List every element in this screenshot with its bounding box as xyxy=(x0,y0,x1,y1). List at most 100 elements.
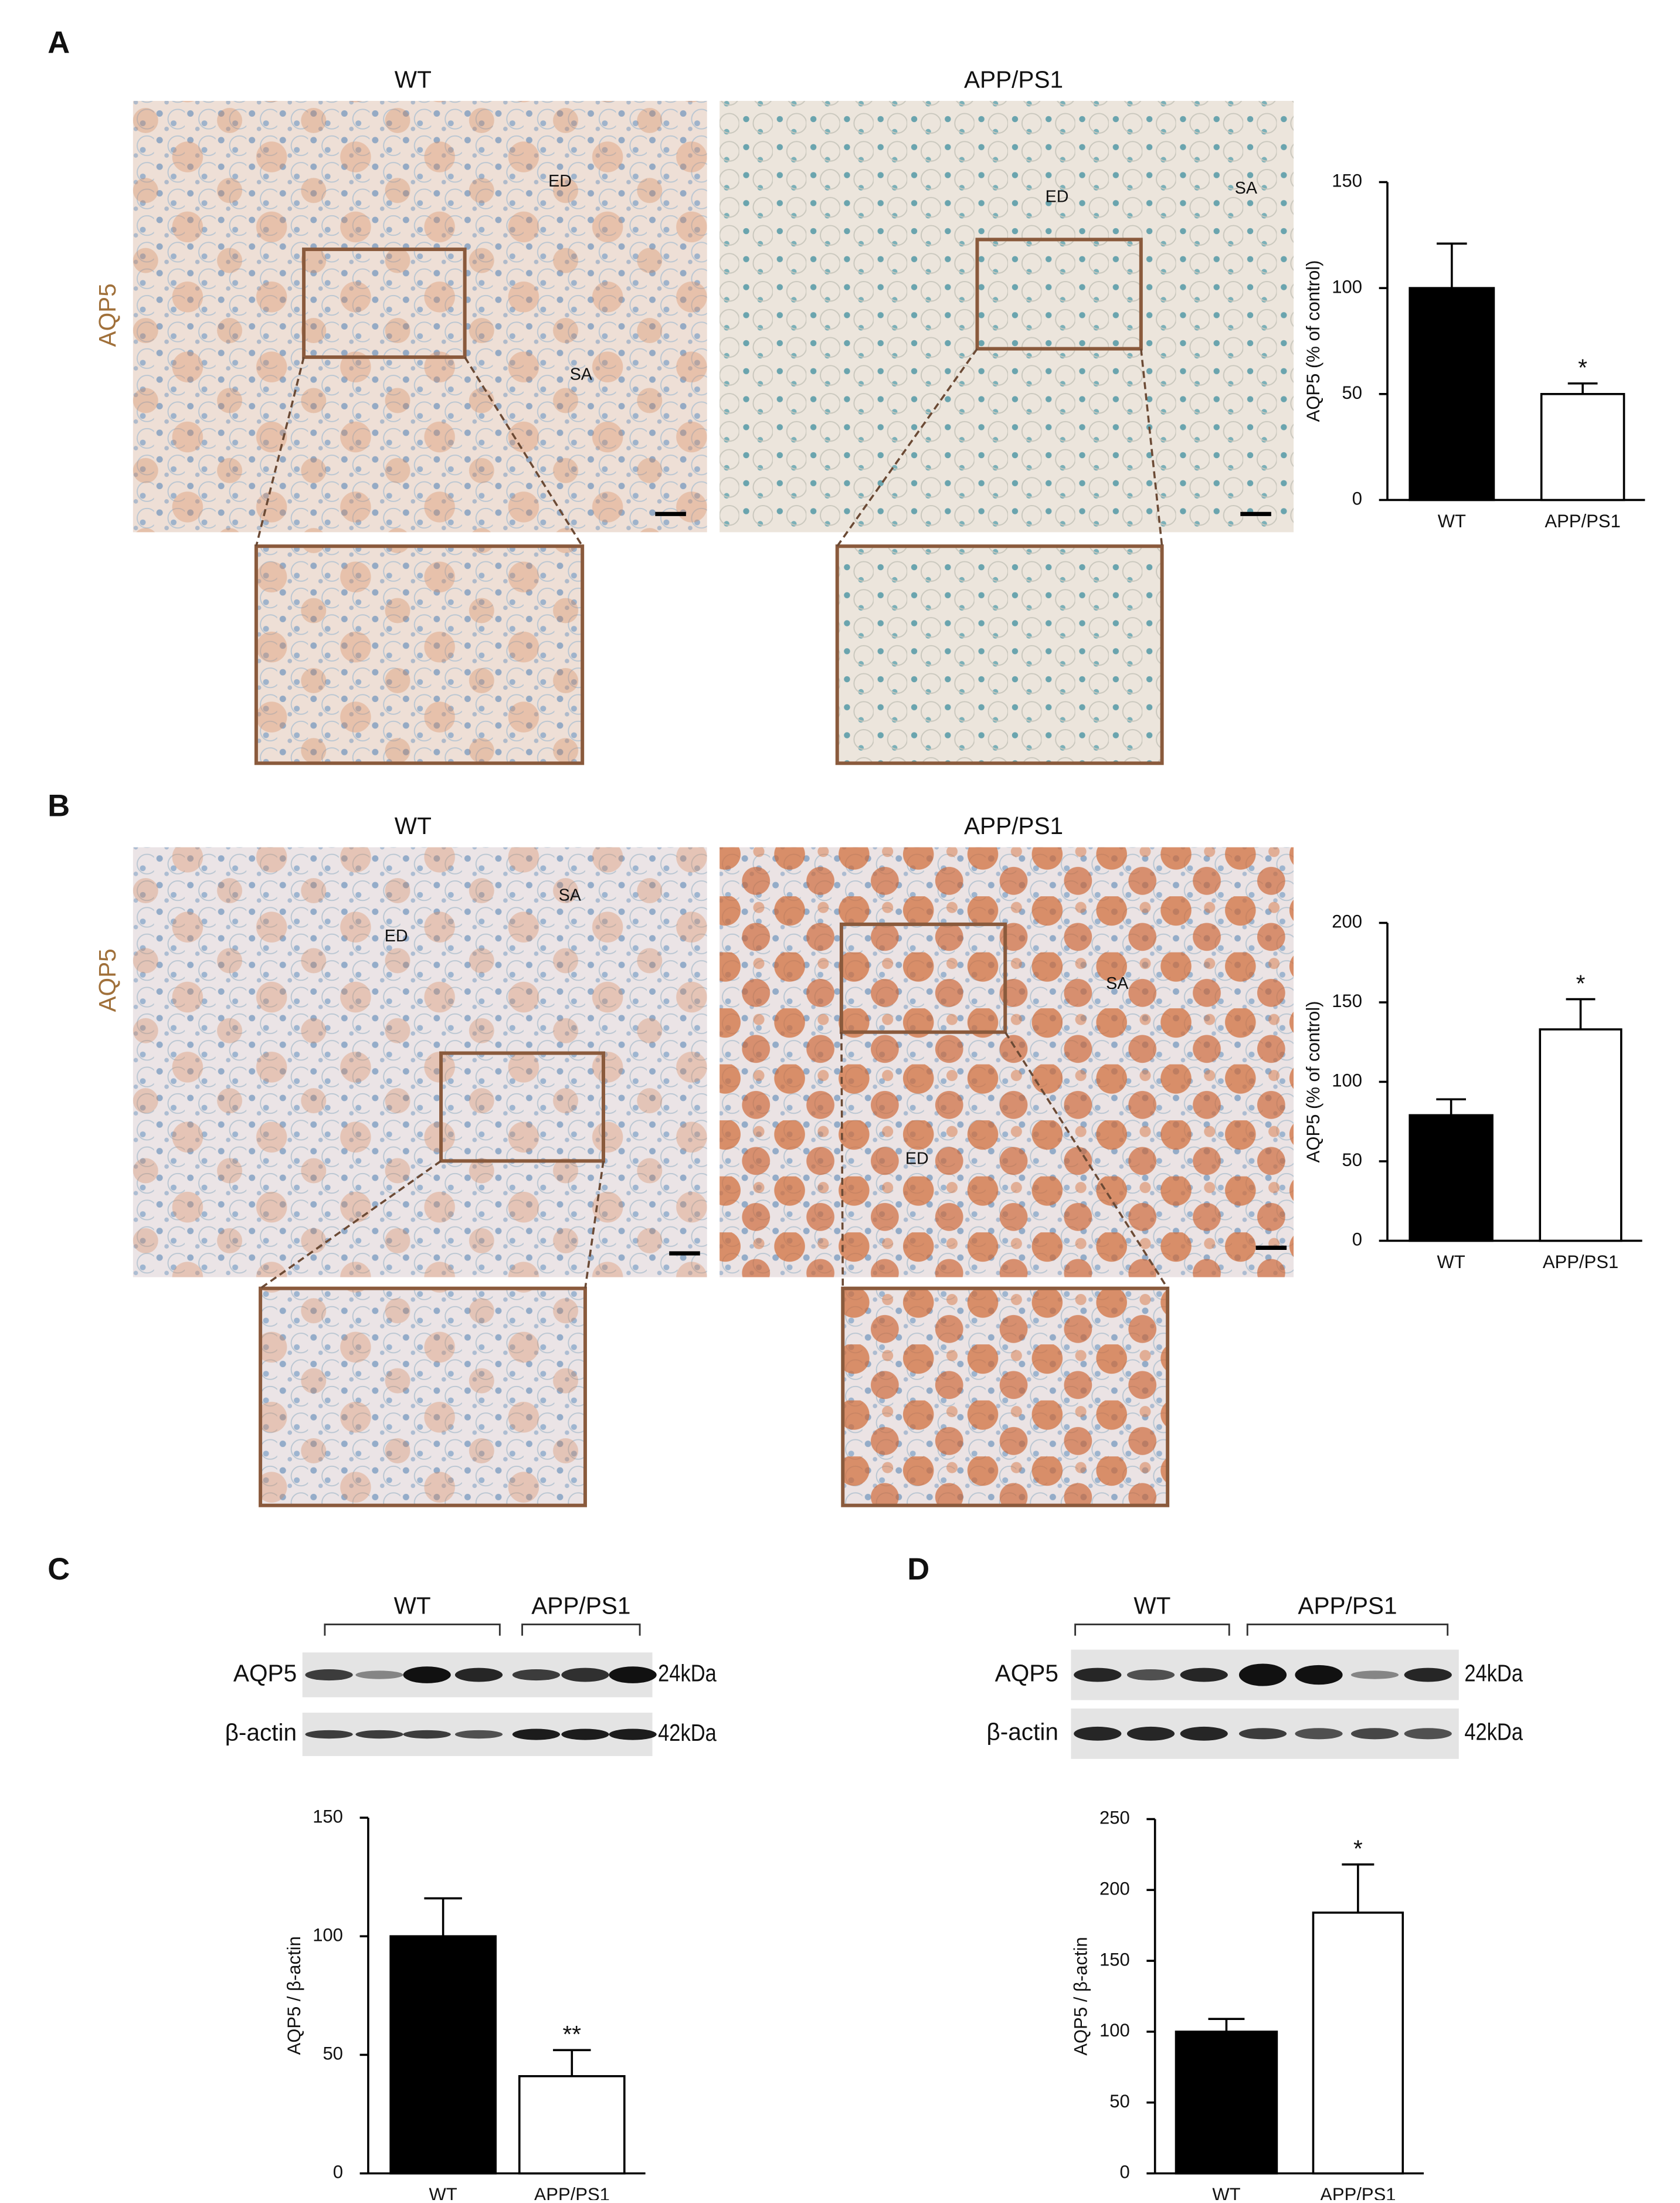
zoom-line xyxy=(584,1161,605,1289)
protein-label: AQP5 xyxy=(995,1659,1058,1686)
image-title: WT xyxy=(395,66,432,93)
image-title: APP/PS1 xyxy=(964,812,1063,839)
y-tick-label: 100 xyxy=(1332,1070,1362,1091)
x-tick-label: APP/PS1 xyxy=(1545,511,1620,531)
blot-band xyxy=(403,1730,451,1739)
tissue-label: SA xyxy=(559,886,582,905)
error-bar xyxy=(1437,242,1467,289)
inset-texture xyxy=(256,546,583,764)
tissue-label: ED xyxy=(385,927,408,945)
error-bar xyxy=(1436,1098,1466,1116)
bar xyxy=(1175,2031,1278,2175)
panel-letter: D xyxy=(907,1552,929,1587)
blot-band xyxy=(1295,1665,1343,1685)
blot-band xyxy=(512,1669,560,1681)
bar xyxy=(1409,287,1495,501)
zoom-line xyxy=(836,348,978,547)
y-tick-label: 50 xyxy=(1109,2091,1130,2112)
y-tick-label: 100 xyxy=(1332,276,1362,297)
zoom-box xyxy=(439,1051,605,1163)
blot-band xyxy=(1126,1726,1175,1741)
error-bar xyxy=(553,2049,591,2076)
group-bracket xyxy=(1074,1624,1230,1636)
blot-band xyxy=(1238,1663,1287,1686)
blot-band xyxy=(512,1728,560,1740)
tissue-label: SA xyxy=(1106,974,1129,993)
y-tick-label: 150 xyxy=(1099,1949,1130,1970)
size-label: 42kDa xyxy=(1464,1719,1523,1745)
size-label: 24kDa xyxy=(1464,1660,1523,1686)
image-title: WT xyxy=(395,812,432,839)
y-axis-label: AQP5 (% of control) xyxy=(1303,260,1323,422)
zoom-line xyxy=(255,357,305,547)
y-tick-label: 150 xyxy=(1332,991,1362,1011)
blot-band xyxy=(1350,1728,1399,1740)
tissue-label: ED xyxy=(1046,187,1069,206)
x-tick-label: APP/PS1 xyxy=(534,2184,610,2200)
blot-band xyxy=(454,1667,503,1682)
blot-band xyxy=(305,1730,353,1739)
error-bar xyxy=(1566,998,1596,1030)
protein-label: β-actin xyxy=(986,1719,1058,1746)
significance: * xyxy=(1576,970,1586,997)
blot-band xyxy=(305,1669,353,1681)
row-label: AQP5 xyxy=(94,283,121,347)
blot-band xyxy=(1180,1726,1228,1741)
x-tick-label: WT xyxy=(1438,511,1466,531)
blot-band xyxy=(1350,1670,1399,1679)
bar xyxy=(389,1935,497,2175)
error-bar xyxy=(424,1897,462,1937)
bar xyxy=(518,2075,626,2175)
zoom-box xyxy=(302,248,467,359)
group-label: APP/PS1 xyxy=(531,1592,630,1619)
y-tick-label: 200 xyxy=(1099,1878,1130,1899)
y-tick-label: 50 xyxy=(323,2043,342,2064)
group-bracket xyxy=(521,1624,641,1636)
y-tick-label: 200 xyxy=(1332,911,1362,932)
size-label: 42kDa xyxy=(658,1719,717,1746)
protein-label: β-actin xyxy=(225,1719,297,1746)
y-tick-label: 50 xyxy=(1342,1150,1363,1170)
panel-letter: A xyxy=(47,25,70,60)
error-bar xyxy=(1342,1863,1374,1913)
y-tick-label: 50 xyxy=(1342,382,1363,403)
bar xyxy=(1539,1028,1623,1242)
y-axis-label: AQP5 / β-actin xyxy=(1071,1937,1091,2055)
group-label: WT xyxy=(394,1592,431,1619)
inset-frame xyxy=(835,544,1164,765)
blot-band xyxy=(355,1670,403,1679)
blot-band xyxy=(355,1730,403,1739)
micrograph-texture xyxy=(719,847,1294,1277)
blot-band xyxy=(1404,1667,1452,1682)
blot-band xyxy=(1180,1667,1228,1682)
significance: ** xyxy=(562,2021,581,2048)
blot-band xyxy=(1404,1728,1452,1740)
y-tick-label: 100 xyxy=(1099,2020,1130,2041)
micrograph-texture xyxy=(133,101,707,533)
y-tick-label: 0 xyxy=(1352,489,1362,509)
inset-frame xyxy=(841,1286,1170,1507)
row-label: AQP5 xyxy=(94,948,121,1012)
error-bar xyxy=(1567,382,1598,394)
y-tick-label: 0 xyxy=(333,2162,343,2182)
zoom-box xyxy=(975,238,1143,351)
micrograph-texture xyxy=(719,101,1294,533)
size-label: 24kDa xyxy=(658,1660,717,1686)
significance: * xyxy=(1578,354,1587,381)
zoom-line xyxy=(464,356,583,547)
blot-band xyxy=(561,1667,609,1682)
blot-band xyxy=(1238,1728,1287,1740)
x-tick-label: APP/PS1 xyxy=(1543,1252,1618,1272)
zoom-line xyxy=(260,1160,442,1290)
blot-band xyxy=(609,1728,657,1740)
y-tick-label: 150 xyxy=(313,1806,343,1826)
y-tick-label: 0 xyxy=(1352,1229,1362,1250)
group-label: APP/PS1 xyxy=(1298,1592,1397,1619)
blot-band xyxy=(1295,1728,1343,1740)
zoom-line xyxy=(1004,1031,1169,1289)
blot-band xyxy=(1074,1726,1122,1741)
blot-band xyxy=(609,1666,657,1683)
inset-frame xyxy=(254,544,585,765)
panel-letter: B xyxy=(47,789,70,823)
